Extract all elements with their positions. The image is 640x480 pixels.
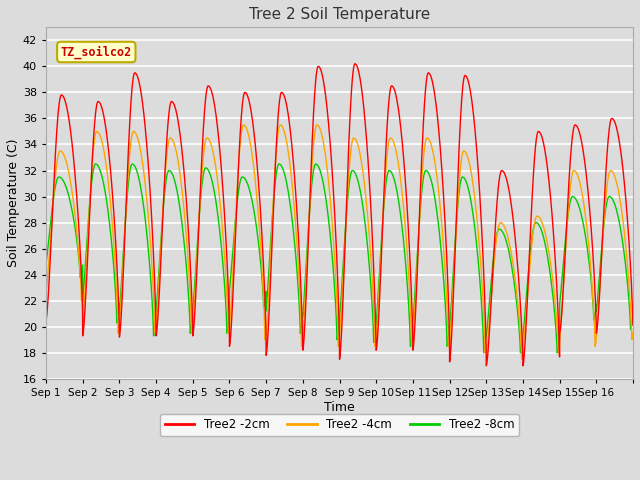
Tree2 -2cm [393, 97, 401, 103]
Tree2 -8cm [545, 262, 553, 267]
Y-axis label: Soil Temperature (C): Soil Temperature (C) [7, 139, 20, 267]
Tree2 -8cm [42, 261, 50, 267]
Tree2 -2cm [483, 363, 490, 369]
Tree2 -4cm [393, 153, 401, 158]
Tree2 -2cm [42, 317, 50, 323]
Tree2 -4cm [545, 249, 553, 255]
Tree2 -4cm [362, 191, 369, 197]
Tree2 -8cm [393, 189, 401, 194]
Tree2 -8cm [501, 234, 509, 240]
Tree2 -2cm [362, 124, 369, 130]
Tree2 -2cm [501, 171, 509, 177]
Tree2 -2cm [530, 167, 538, 173]
Tree2 -4cm [240, 122, 248, 128]
Line: Tree2 -4cm: Tree2 -4cm [46, 125, 633, 360]
Tree2 -4cm [42, 291, 50, 297]
Title: Tree 2 Soil Temperature: Tree 2 Soil Temperature [249, 7, 430, 22]
Line: Tree2 -8cm: Tree2 -8cm [46, 164, 633, 353]
Tree2 -4cm [530, 226, 538, 231]
Tree2 -8cm [164, 169, 172, 175]
Tree2 -4cm [629, 330, 637, 336]
Tree2 -8cm [629, 310, 637, 316]
X-axis label: Time: Time [324, 401, 355, 414]
Legend: Tree2 -2cm, Tree2 -4cm, Tree2 -8cm: Tree2 -2cm, Tree2 -4cm, Tree2 -8cm [160, 414, 519, 436]
Tree2 -8cm [362, 224, 369, 230]
Tree2 -2cm [629, 322, 637, 328]
Tree2 -4cm [501, 225, 509, 230]
Line: Tree2 -2cm: Tree2 -2cm [46, 64, 633, 366]
Tree2 -4cm [164, 144, 172, 150]
Tree2 -8cm [92, 161, 99, 167]
Tree2 -2cm [545, 177, 553, 183]
Tree2 -2cm [164, 124, 172, 130]
Tree2 -2cm [351, 61, 359, 67]
Tree2 -8cm [530, 224, 538, 230]
Tree2 -4cm [518, 357, 525, 362]
Tree2 -8cm [516, 350, 524, 356]
Text: TZ_soilco2: TZ_soilco2 [61, 45, 132, 59]
